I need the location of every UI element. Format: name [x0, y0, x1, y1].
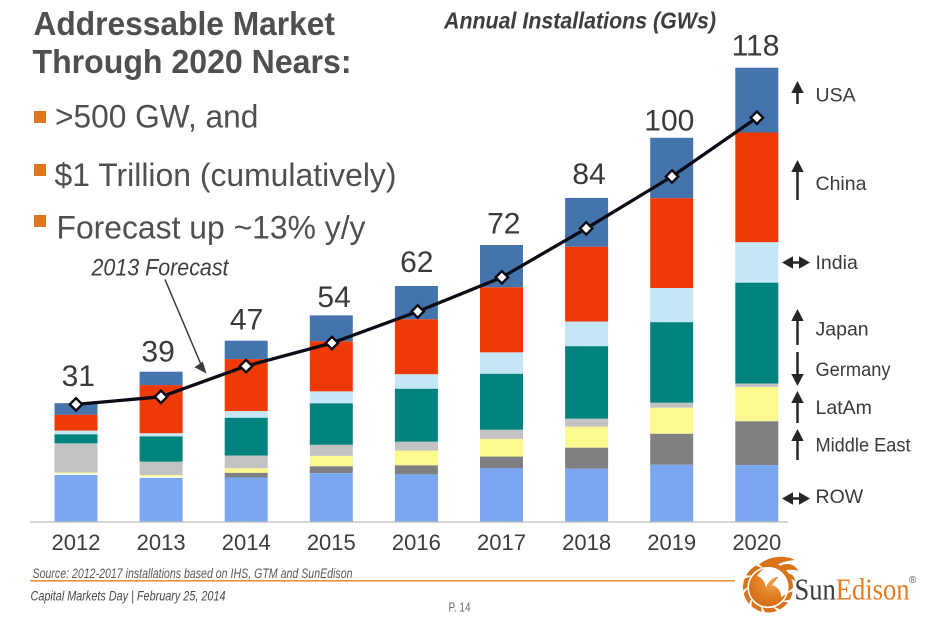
svg-text:Japan: Japan [816, 319, 869, 341]
svg-text:Germany: Germany [816, 359, 891, 381]
svg-text:SunEdison: SunEdison [795, 572, 910, 607]
svg-text:2013: 2013 [137, 530, 186, 555]
svg-text:$1 Trillion (cumulatively): $1 Trillion (cumulatively) [55, 157, 397, 193]
svg-text:2013 Forecast: 2013 Forecast [91, 254, 230, 281]
svg-text:Annual Installations (GWs): Annual Installations (GWs) [443, 8, 716, 34]
svg-text:39: 39 [141, 335, 174, 368]
svg-text:2018: 2018 [562, 530, 611, 555]
svg-text:100: 100 [644, 104, 694, 137]
svg-text:47: 47 [230, 304, 263, 337]
svg-text:31: 31 [62, 360, 95, 393]
svg-text:2020: 2020 [732, 530, 781, 555]
svg-text:Middle East: Middle East [816, 434, 912, 456]
svg-text:LatAm: LatAm [816, 397, 872, 419]
svg-text:Forecast up ~13% y/y: Forecast up ~13% y/y [57, 209, 367, 245]
svg-text:62: 62 [400, 246, 433, 279]
svg-text:Source: 2012-2017 installation: Source: 2012-2017 installations based on… [33, 566, 353, 581]
svg-text:China: China [816, 173, 867, 195]
svg-text:2016: 2016 [392, 530, 441, 555]
svg-text:India: India [816, 252, 858, 274]
svg-text:118: 118 [732, 30, 780, 63]
svg-text:Addressable Market: Addressable Market [34, 5, 336, 42]
svg-text:2012: 2012 [52, 530, 101, 555]
svg-text:2017: 2017 [477, 530, 526, 555]
svg-text:84: 84 [572, 158, 605, 191]
svg-text:Through 2020 Nears:: Through 2020 Nears: [33, 43, 352, 80]
svg-text:Capital Markets Day | February: Capital Markets Day | February 25, 2014 [31, 588, 226, 603]
svg-text:72: 72 [487, 207, 520, 240]
svg-text:54: 54 [317, 281, 350, 314]
svg-text:USA: USA [816, 85, 856, 107]
svg-text:2019: 2019 [647, 530, 696, 555]
svg-text:>500 GW, and: >500 GW, and [55, 99, 258, 135]
svg-text:®: ® [909, 575, 917, 586]
svg-text:ROW: ROW [816, 486, 864, 508]
svg-text:2015: 2015 [307, 530, 356, 555]
svg-text:P. 14: P. 14 [449, 599, 471, 614]
svg-text:2014: 2014 [222, 530, 271, 555]
